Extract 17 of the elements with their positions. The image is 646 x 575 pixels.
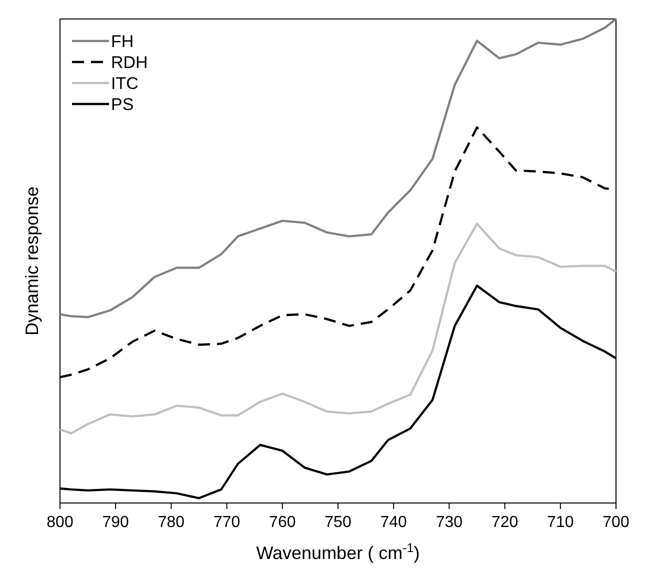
x-tick-label: 740 (380, 514, 408, 531)
x-tick-label: 780 (158, 514, 185, 531)
legend-label: RDH (111, 53, 148, 72)
x-tick-label: 800 (46, 514, 74, 531)
x-tick-label: 700 (602, 514, 630, 531)
legend-label: PS (111, 95, 134, 114)
x-tick-label: 750 (324, 514, 352, 531)
x-tick-label: 720 (491, 514, 518, 531)
x-tick-label: 710 (547, 514, 574, 531)
x-tick-label: 770 (213, 514, 240, 531)
y-axis-title: Dynamic response (22, 186, 42, 336)
legend-label: FH (111, 32, 134, 51)
x-tick-label: 730 (436, 514, 463, 531)
legend-label: ITC (111, 74, 138, 93)
x-axis-title: Wavenumber ( cm$^{-1}$) (256, 541, 420, 563)
x-tick-label: 760 (269, 514, 296, 531)
x-tick-label: 790 (102, 514, 130, 531)
